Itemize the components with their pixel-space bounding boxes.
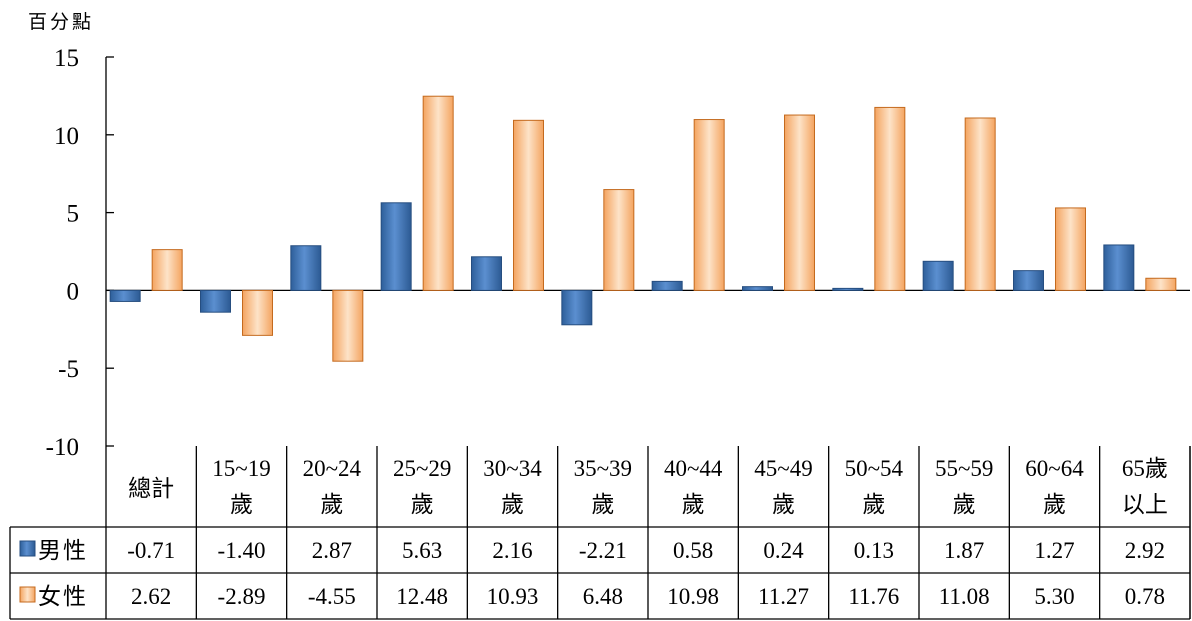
male-legend-key xyxy=(19,540,36,557)
female-bar xyxy=(332,289,364,362)
male-bar xyxy=(561,289,593,326)
y-tick-label: -10 xyxy=(46,434,79,461)
data-table-value: 2.16 xyxy=(492,538,532,563)
y-tick-label: -5 xyxy=(58,356,79,383)
category-label: 60~64 xyxy=(1025,456,1084,481)
data-table-value: 10.93 xyxy=(487,584,539,609)
data-table-value: 10.98 xyxy=(667,584,719,609)
category-label: 25~29 xyxy=(393,456,451,481)
data-table-value: -2.89 xyxy=(218,584,266,609)
y-tick-label: 15 xyxy=(54,45,79,72)
male-bar xyxy=(651,280,683,291)
female-bar xyxy=(784,114,815,291)
female-bar xyxy=(964,117,996,291)
data-table-value: 11.08 xyxy=(939,584,990,609)
data-table-value: 2.92 xyxy=(1125,538,1165,563)
data-table-value: 0.24 xyxy=(763,538,804,563)
data-table-value: 1.27 xyxy=(1034,538,1074,563)
data-table-value: 2.62 xyxy=(131,584,171,609)
category-label: 歲 xyxy=(230,492,253,517)
female-bar xyxy=(693,119,725,291)
male-bar xyxy=(922,260,954,291)
category-label: 歲 xyxy=(320,492,343,517)
data-table-value: 0.78 xyxy=(1125,584,1165,609)
data-table-value: -0.71 xyxy=(127,538,175,563)
data-table-value: 6.48 xyxy=(583,584,623,609)
category-label: 歲 xyxy=(591,492,614,517)
category-label: 55~59 xyxy=(935,456,993,481)
male-bar xyxy=(832,287,864,291)
female-bar xyxy=(242,289,273,336)
category-label: 30~34 xyxy=(483,456,542,481)
male-bar xyxy=(290,245,322,291)
data-table-value: 0.13 xyxy=(854,538,894,563)
female-bar xyxy=(1145,277,1177,291)
category-label: 以上 xyxy=(1122,492,1168,517)
data-table-value: 2.87 xyxy=(312,538,352,563)
male-bar xyxy=(1103,244,1135,291)
category-label: 總計 xyxy=(128,476,174,501)
male-bar xyxy=(742,286,773,291)
male-bar xyxy=(380,202,412,291)
data-table-value: 5.63 xyxy=(402,538,442,563)
data-table-value: -1.40 xyxy=(218,538,266,563)
y-unit-label: 百分點 xyxy=(28,12,95,33)
male-bar xyxy=(109,289,141,302)
category-label: 歲 xyxy=(772,492,795,517)
legend-series-name: 男性 xyxy=(38,538,88,563)
female-bar xyxy=(513,119,544,291)
female-bar xyxy=(1055,207,1086,291)
data-table-value: 5.30 xyxy=(1034,584,1074,609)
female-bar xyxy=(603,189,635,291)
male-bar xyxy=(1013,270,1044,291)
female-bar xyxy=(151,249,183,291)
category-label: 歲 xyxy=(501,492,524,517)
category-label: 歲 xyxy=(411,492,434,517)
female-legend-key xyxy=(19,586,36,603)
category-label: 歲 xyxy=(862,492,885,517)
y-tick-label: 0 xyxy=(67,278,80,305)
y-tick-label: 10 xyxy=(54,123,79,150)
category-label: 35~39 xyxy=(574,456,632,481)
female-bar xyxy=(422,95,454,291)
category-label: 40~44 xyxy=(664,456,723,481)
female-bar xyxy=(874,106,906,291)
data-table-value: 11.76 xyxy=(848,584,899,609)
category-label: 45~49 xyxy=(754,456,812,481)
data-table-value: 11.27 xyxy=(758,584,809,609)
data-table-value: 1.87 xyxy=(944,538,984,563)
legend-series-name: 女性 xyxy=(38,584,88,609)
category-label: 50~54 xyxy=(845,456,904,481)
category-label: 歲 xyxy=(682,492,705,517)
category-label: 20~24 xyxy=(303,456,362,481)
data-table-value: 12.48 xyxy=(396,584,448,609)
male-bar xyxy=(200,289,231,313)
male-bar xyxy=(471,256,502,291)
data-table-value: -4.55 xyxy=(308,584,356,609)
category-label: 歲 xyxy=(1043,492,1066,517)
data-table-value: 0.58 xyxy=(673,538,713,563)
data-table-value: -2.21 xyxy=(579,538,627,563)
y-tick-label: 5 xyxy=(67,201,80,228)
category-label: 65歲 xyxy=(1122,456,1168,481)
category-label: 15~19 xyxy=(212,456,270,481)
category-label: 歲 xyxy=(953,492,976,517)
